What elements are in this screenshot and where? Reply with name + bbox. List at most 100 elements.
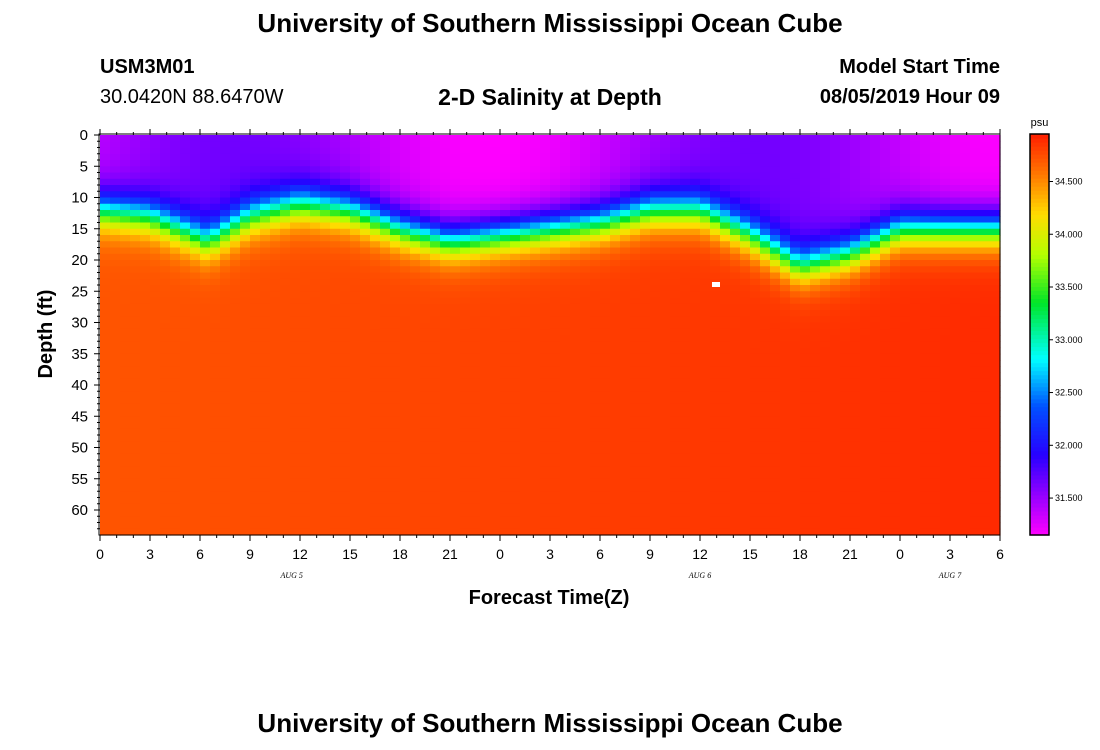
heatmap-cell bbox=[610, 247, 621, 255]
heatmap-cell bbox=[850, 172, 861, 180]
heatmap-cell bbox=[720, 403, 731, 411]
heatmap-cell bbox=[340, 285, 351, 292]
heatmap-cell bbox=[280, 491, 291, 499]
heatmap-cell bbox=[370, 222, 381, 230]
heatmap-cell bbox=[460, 197, 471, 205]
heatmap-cell bbox=[590, 503, 601, 511]
heatmap-cell bbox=[770, 228, 781, 236]
heatmap-cell bbox=[680, 510, 691, 517]
heatmap-cell bbox=[320, 528, 331, 536]
heatmap-cell bbox=[170, 216, 181, 224]
heatmap-cell bbox=[640, 372, 651, 380]
heatmap-cell bbox=[370, 347, 381, 355]
heatmap-cell bbox=[300, 497, 311, 505]
heatmap-cell bbox=[440, 228, 451, 236]
heatmap-cell bbox=[700, 203, 711, 211]
heatmap-cell bbox=[760, 510, 771, 517]
heatmap-cell bbox=[390, 360, 401, 367]
heatmap-cell bbox=[510, 335, 521, 342]
heatmap-cell bbox=[260, 385, 271, 392]
heatmap-cell bbox=[530, 160, 541, 167]
heatmap-cell bbox=[830, 372, 841, 380]
heatmap-cell bbox=[320, 297, 331, 305]
heatmap-cell bbox=[770, 247, 781, 255]
heatmap-cell bbox=[600, 453, 611, 461]
heatmap-cell bbox=[160, 210, 171, 217]
heatmap-cell bbox=[230, 528, 241, 536]
heatmap-cell bbox=[180, 441, 191, 449]
heatmap-cell bbox=[330, 191, 341, 199]
heatmap-cell bbox=[740, 135, 751, 142]
heatmap-cell bbox=[810, 210, 821, 217]
heatmap-cell bbox=[690, 147, 701, 155]
heatmap-cell bbox=[610, 403, 621, 411]
heatmap-cell bbox=[290, 222, 301, 230]
heatmap-cell bbox=[660, 141, 671, 149]
heatmap-cell bbox=[550, 510, 561, 517]
heatmap-cell bbox=[320, 372, 331, 380]
heatmap-cell bbox=[580, 328, 591, 336]
heatmap-cell bbox=[680, 410, 691, 417]
heatmap-cell bbox=[630, 191, 641, 199]
heatmap-cell bbox=[700, 291, 711, 299]
heatmap-cell bbox=[780, 153, 791, 161]
heatmap-cell bbox=[140, 366, 151, 374]
heatmap-cell bbox=[490, 353, 501, 361]
heatmap-cell bbox=[530, 453, 541, 461]
heatmap-cell bbox=[450, 322, 461, 330]
heatmap-cell bbox=[230, 178, 241, 186]
heatmap-cell bbox=[100, 235, 111, 242]
heatmap-cell bbox=[220, 228, 231, 236]
heatmap-cell bbox=[810, 485, 821, 492]
heatmap-cell bbox=[110, 153, 121, 161]
heatmap-cell bbox=[490, 172, 501, 180]
heatmap-cell bbox=[340, 147, 351, 155]
heatmap-cell bbox=[160, 191, 171, 199]
heatmap-cell bbox=[710, 160, 721, 167]
heatmap-cell bbox=[660, 247, 671, 255]
heatmap-cell bbox=[230, 522, 241, 530]
heatmap-cell bbox=[150, 503, 161, 511]
heatmap-cell bbox=[750, 503, 761, 511]
heatmap-cell bbox=[280, 297, 291, 305]
heatmap-cell bbox=[320, 241, 331, 249]
heatmap-cell bbox=[770, 253, 781, 261]
heatmap-cell bbox=[600, 291, 611, 299]
heatmap-cell bbox=[630, 235, 641, 242]
heatmap-cell bbox=[200, 397, 211, 405]
heatmap-cell bbox=[300, 235, 311, 242]
heatmap-cell bbox=[870, 272, 881, 280]
heatmap-cell bbox=[550, 391, 561, 399]
heatmap-cell bbox=[380, 503, 391, 511]
heatmap-cell bbox=[670, 416, 681, 424]
heatmap-cell bbox=[700, 322, 711, 330]
heatmap-cell bbox=[650, 460, 661, 467]
heatmap-cell bbox=[510, 291, 521, 299]
heatmap-cell bbox=[580, 203, 591, 211]
heatmap-cell bbox=[370, 178, 381, 186]
heatmap-cell bbox=[180, 172, 191, 180]
heatmap-cell bbox=[120, 510, 131, 517]
heatmap-cell bbox=[790, 203, 801, 211]
heatmap-cell bbox=[360, 360, 371, 367]
heatmap-cell bbox=[230, 460, 241, 467]
heatmap-cell bbox=[160, 378, 171, 386]
heatmap-cell bbox=[300, 503, 311, 511]
heatmap-cell bbox=[840, 453, 851, 461]
heatmap-cell bbox=[100, 328, 111, 336]
heatmap-cell bbox=[330, 310, 341, 317]
heatmap-cell bbox=[220, 135, 231, 142]
heatmap-cell bbox=[690, 216, 701, 224]
heatmap-cell bbox=[600, 497, 611, 505]
heatmap-cell bbox=[350, 341, 361, 349]
heatmap-cell bbox=[280, 422, 291, 430]
heatmap-cell bbox=[850, 416, 861, 424]
heatmap-cell bbox=[580, 422, 591, 430]
heatmap-cell bbox=[680, 253, 691, 261]
heatmap-cell bbox=[760, 166, 771, 174]
heatmap-cell bbox=[410, 385, 421, 392]
heatmap-cell bbox=[380, 160, 391, 167]
heatmap-cell bbox=[290, 447, 301, 455]
heatmap-cell bbox=[760, 372, 771, 380]
heatmap-cell bbox=[350, 447, 361, 455]
